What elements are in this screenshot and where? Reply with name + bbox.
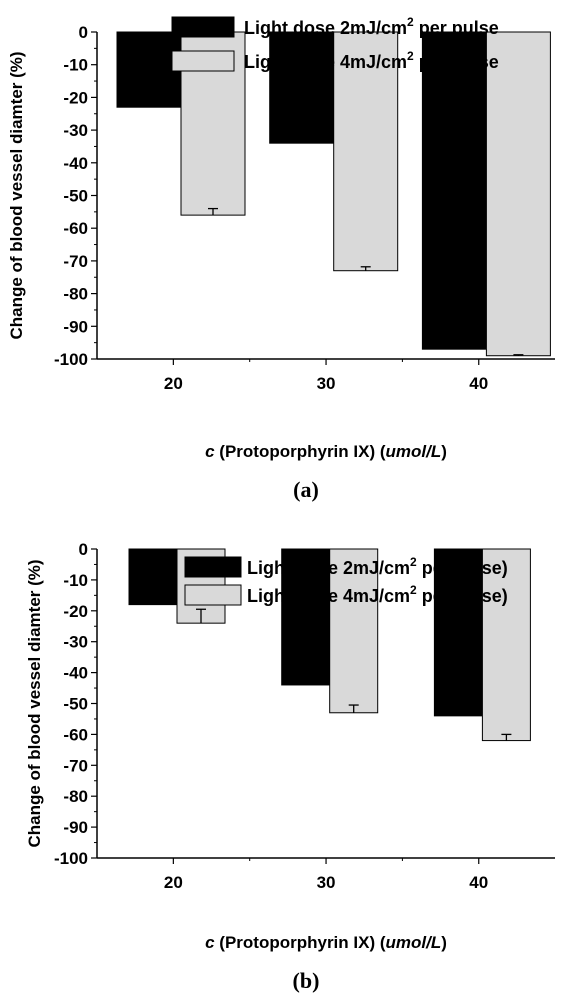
bar-series2-30 (329, 548, 379, 714)
legend-label-2: Light dose 4mJ/cm2 per pulse) (247, 583, 508, 606)
bar-series1-30 (281, 548, 331, 686)
bar-series1-30 (269, 31, 335, 144)
chart-panel-b: 0 -10 -20 -30 -40 -50 -60 -70 -80 -90 -100 20 30 40 Ch… (25, 540, 555, 993)
y-tick-label: -10 (63, 56, 88, 75)
y-axis-title: Change of blood vessel diamter (%) (7, 51, 26, 339)
y-tick-label: -40 (63, 154, 88, 173)
y-tick-label: -70 (63, 756, 88, 775)
x-axis-title: c (Protoporphyrin IX) (umol/L) (205, 933, 447, 952)
y-tick-label: -30 (63, 633, 88, 652)
x-tick-label: 40 (469, 873, 488, 892)
y-tick-label: -60 (63, 219, 88, 238)
legend-swatch-1 (184, 556, 242, 578)
y-tick-label: -30 (63, 121, 88, 140)
bar-series2-40 (481, 548, 531, 742)
x-tick-label: 30 (317, 374, 336, 393)
legend-swatch-2 (184, 584, 242, 606)
x-tick-label: 20 (164, 873, 183, 892)
legend-label-1: Light dose 2mJ/cm2 per pulse (244, 15, 499, 38)
bar-series2-30 (333, 31, 399, 272)
legend-label-1: Light dose 2mJ/cm2 per pulse) (247, 555, 508, 578)
x-axis-title-close: ) (441, 933, 447, 952)
y-tick-label: -50 (63, 187, 88, 206)
y-tick-label: 0 (79, 23, 88, 42)
x-axis-title: c (Protoporphyrin IX) (umol/L) (205, 442, 447, 461)
y-tick-label: -90 (63, 317, 88, 336)
legend-swatch-1 (171, 16, 235, 38)
legend-swatch-2 (171, 50, 235, 72)
chart-panel-a: 0 -10 -20 -30 -40 -50 -60 -70 -80 -90 -100 20 30 40 Ch… (7, 15, 555, 502)
x-axis-title-close: ) (441, 442, 447, 461)
x-axis-title-unit: umol/L (386, 442, 442, 461)
bar-series1-20 (116, 31, 182, 108)
y-tick-label: -80 (63, 285, 88, 304)
panel-label: (b) (293, 968, 320, 993)
x-axis-title-symbol: c (205, 442, 215, 461)
x-tick-label: 30 (317, 873, 336, 892)
y-tick-label: -50 (63, 695, 88, 714)
y-tick-label: -20 (63, 88, 88, 107)
y-tick-label: -100 (54, 350, 88, 369)
x-axis-title-symbol: c (205, 933, 215, 952)
x-axis-title-text: (Protoporphyrin IX) ( (215, 933, 386, 952)
x-tick-label: 40 (469, 374, 488, 393)
y-tick-label: -80 (63, 787, 88, 806)
y-tick-label: -90 (63, 818, 88, 837)
y-tick-label: -40 (63, 664, 88, 683)
y-axis-title: Change of blood vessel diamter (%) (25, 559, 44, 847)
x-axis-title-unit: umol/L (386, 933, 442, 952)
bar-series1-40 (421, 31, 487, 350)
legend-label-2: Light dose 4mJ/cm2 per pulse (244, 49, 499, 72)
y-tick-label: -10 (63, 571, 88, 590)
bar-series2-40 (485, 31, 551, 357)
x-tick-label: 20 (164, 374, 183, 393)
y-tick-label: 0 (79, 540, 88, 559)
y-tick-label: -70 (63, 252, 88, 271)
panel-label: (a) (293, 477, 319, 502)
y-tick-label: -60 (63, 725, 88, 744)
y-tick-label: -100 (54, 849, 88, 868)
y-tick-label: -20 (63, 602, 88, 621)
x-axis-title-text: (Protoporphyrin IX) ( (215, 442, 386, 461)
